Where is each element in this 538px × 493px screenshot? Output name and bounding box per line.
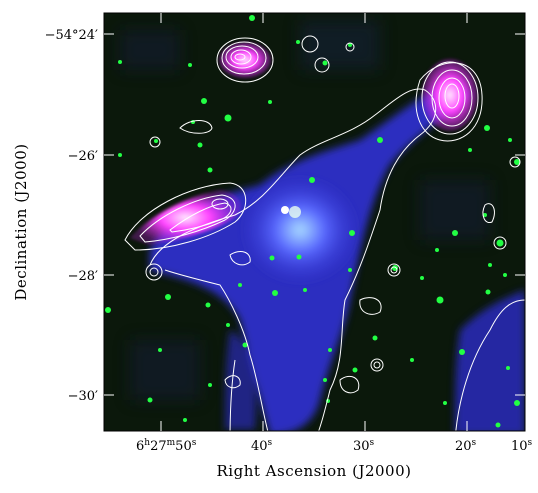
y-axis-title: Declination (J2000) [12,143,30,300]
central-core [240,175,360,285]
x-tick-label-3: 20s [455,438,477,454]
x-axis-title: Right Ascension (J2000) [217,462,412,480]
y-tick-label-0: −54°24′ [45,28,98,43]
y-tick-label-3: −30′ [68,389,98,404]
radio-lobes [130,42,478,245]
x-tick-label-2: 30s [353,438,375,454]
contours [124,35,525,431]
x-tick-label-0: 6h27m50s [136,438,197,454]
plot-frame [103,12,526,432]
tick-marks [104,13,525,431]
y-tick-label-2: −28′ [68,269,98,284]
x-tick-label-1: 40s [251,438,273,454]
stars [105,15,520,428]
x-tick-labels: 6h27m50s 40s 30s 20s 10s [136,438,533,454]
x-tick-label-4: 10s [511,438,533,454]
y-tick-labels: −54°24′ −26′ −28′ −30′ [45,28,98,404]
y-tick-label-1: −26′ [68,149,98,164]
